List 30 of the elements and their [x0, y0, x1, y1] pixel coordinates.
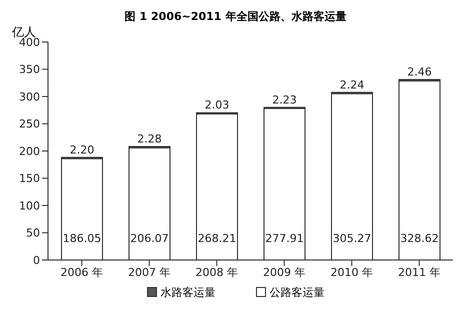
data-label: 2.24	[340, 78, 364, 92]
data-label: 277.91	[265, 232, 304, 245]
data-label: 2.20	[70, 143, 94, 156]
y-tick-label: 0	[33, 254, 40, 267]
x-tick-label: 2007 年	[128, 266, 170, 279]
y-axis-title: 亿人	[12, 24, 36, 39]
data-label: 268.21	[198, 232, 236, 245]
x-tick-label: 2008 年	[196, 266, 238, 279]
y-tick-label: 250	[19, 118, 40, 131]
x-tick-label: 2006 年	[60, 266, 103, 279]
data-label: 206.07	[130, 232, 169, 245]
y-tick-label: 100	[19, 199, 40, 212]
data-label: 2.23	[272, 93, 297, 106]
data-label: 328.62	[400, 232, 439, 245]
legend-label: 公路客运量	[270, 284, 324, 300]
y-tick-label: 150	[19, 172, 40, 186]
y-tick-label: 350	[19, 63, 40, 76]
y-tick-label: 200	[19, 144, 40, 158]
x-tick-label: 2009 年	[263, 266, 306, 279]
chart-title: 图 1 2006~2011 年全国公路、水路客运量	[124, 9, 348, 25]
data-label: 2.46	[407, 66, 432, 79]
legend-label: 水路客运量	[160, 284, 216, 300]
y-tick-label: 50	[26, 226, 40, 240]
data-label: 2.28	[137, 132, 162, 146]
data-label: 2.03	[204, 98, 230, 112]
y-tick-label: 300	[19, 90, 40, 104]
data-label: 186.05	[62, 232, 102, 245]
x-tick-label: 2011 年	[398, 266, 440, 279]
x-tick-label: 2010 年	[330, 266, 373, 279]
data-label: 305.27	[332, 232, 372, 245]
